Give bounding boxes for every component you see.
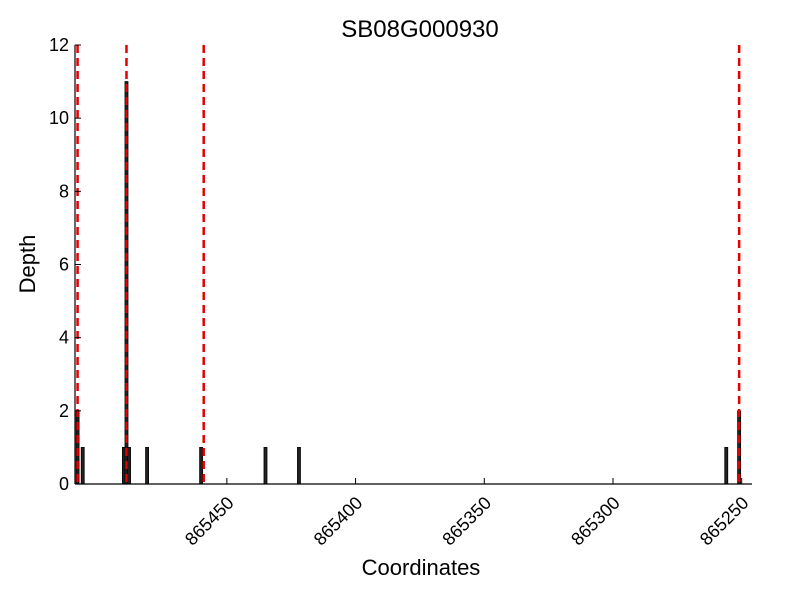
bars-group: [75, 81, 742, 485]
bar-0: [75, 410, 80, 485]
y-tick-label-3: 6: [59, 255, 69, 275]
bar-9: [724, 447, 729, 485]
y-tick-label-2: 4: [59, 328, 69, 348]
bar-1: [80, 447, 85, 485]
x-tick-label-3: 865300: [567, 493, 624, 550]
y-tick-label-5: 10: [49, 108, 69, 128]
chart-title: SB08G000930: [341, 16, 498, 43]
x-ticks-group: 865450 865400 865350 865300 865250: [181, 478, 753, 550]
y-ticks-group: 0 2 4 6 8 10 12: [49, 35, 81, 494]
x-axis-label: Coordinates: [362, 555, 481, 580]
x-tick-label-1: 865400: [310, 493, 367, 550]
bar-5: [145, 447, 149, 485]
reference-lines-group: [76, 45, 741, 484]
x-tick-label-2: 865350: [438, 493, 495, 550]
bar-10: [737, 410, 742, 485]
x-tick-label-0: 865450: [181, 493, 238, 550]
bar-7: [263, 447, 268, 485]
y-axis-label: Depth: [15, 235, 40, 294]
bar-8: [297, 447, 301, 485]
x-tick-label-4: 865250: [696, 493, 753, 550]
y-tick-label-1: 2: [59, 401, 69, 421]
y-tick-label-4: 8: [59, 181, 69, 201]
y-tick-label-6: 12: [49, 35, 69, 55]
bar-6: [199, 447, 204, 485]
bar-4: [127, 447, 131, 485]
y-tick-label-0: 0: [59, 474, 69, 494]
